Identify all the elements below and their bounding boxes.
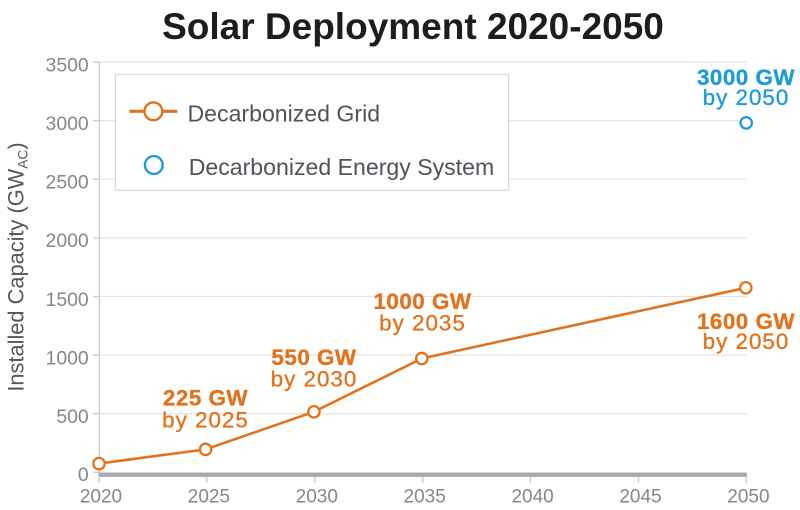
svg-text:3000: 3000	[46, 113, 89, 135]
svg-text:2500: 2500	[46, 172, 89, 194]
svg-text:2025: 2025	[188, 487, 230, 508]
svg-text:by 2050: by 2050	[703, 329, 790, 354]
svg-text:Decarbonized Grid: Decarbonized Grid	[188, 101, 381, 127]
svg-text:550 GW: 550 GW	[271, 345, 356, 370]
svg-text:2035: 2035	[404, 487, 446, 508]
svg-text:500: 500	[56, 406, 89, 428]
svg-text:3500: 3500	[46, 54, 89, 76]
svg-text:by 2025: by 2025	[162, 407, 249, 432]
svg-text:2020: 2020	[80, 487, 122, 508]
svg-text:2040: 2040	[511, 487, 553, 508]
svg-text:by 2050: by 2050	[703, 85, 790, 110]
svg-text:2030: 2030	[296, 487, 338, 508]
svg-text:3000 GW: 3000 GW	[697, 65, 795, 90]
svg-text:by 2035: by 2035	[379, 311, 466, 336]
svg-text:by 2030: by 2030	[271, 366, 358, 391]
svg-text:1600 GW: 1600 GW	[697, 309, 795, 334]
svg-text:1500: 1500	[46, 289, 89, 311]
svg-text:0: 0	[78, 464, 89, 486]
svg-text:2050: 2050	[727, 487, 769, 508]
svg-text:2000: 2000	[46, 230, 89, 252]
svg-text:225 GW: 225 GW	[163, 386, 248, 411]
svg-text:2045: 2045	[619, 487, 661, 508]
svg-text:Solar Deployment 2020-2050: Solar Deployment 2020-2050	[162, 6, 664, 47]
svg-text:Decarbonized Energy System: Decarbonized Energy System	[189, 154, 495, 180]
svg-text:1000 GW: 1000 GW	[373, 289, 471, 314]
svg-text:Installed Capacity (GWAC): Installed Capacity (GWAC)	[4, 142, 31, 391]
svg-text:1000: 1000	[46, 347, 89, 369]
